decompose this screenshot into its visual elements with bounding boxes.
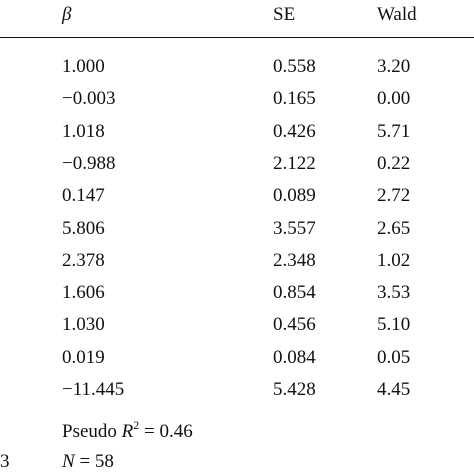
header-se: SE	[273, 4, 296, 25]
cell-wald: 0.00	[377, 88, 411, 110]
cell-wald: 0.22	[377, 152, 411, 174]
cell-se: 0.456	[273, 314, 316, 336]
cell-beta: 1.000	[62, 56, 105, 77]
cell-wald: 2.65	[377, 217, 411, 239]
cutoff-character: 3	[0, 451, 10, 472]
cell-se: 0.426	[273, 120, 316, 142]
cell-se: 2.122	[273, 152, 316, 174]
cell-beta: 0.019	[62, 346, 105, 368]
header-wald: Wald	[377, 4, 417, 25]
cell-beta: 1.606	[62, 282, 105, 304]
n-letter: N	[62, 451, 75, 472]
table-row: −0.003 0.165 0.00	[0, 88, 474, 110]
cell-beta: −0.003	[62, 88, 116, 110]
cell-se: 0.089	[273, 185, 316, 207]
cell-se: 3.557	[273, 217, 316, 239]
cell-beta: 1.018	[62, 120, 105, 142]
table-row: 5.806 3.557 2.65	[0, 218, 474, 240]
cell-beta: 0.147	[62, 185, 105, 207]
table-row: 1.606 0.854 3.53	[0, 282, 474, 304]
pseudo-r2-value: = 0.46	[139, 421, 193, 442]
cell-se: 5.428	[273, 379, 316, 400]
cell-wald: 0.05	[377, 346, 411, 368]
cell-se: 0.084	[273, 346, 316, 368]
cell-beta: 1.030	[62, 314, 105, 336]
table-row: −11.445 5.428 4.45	[0, 379, 474, 401]
table-row: 1.000 0.558 3.20	[0, 56, 474, 78]
table-row: −0.988 2.122 0.22	[0, 153, 474, 175]
cell-wald: 1.02	[377, 249, 411, 271]
cell-wald: 5.71	[377, 120, 411, 142]
cell-se: 2.348	[273, 249, 316, 271]
cell-se: 0.165	[273, 88, 316, 110]
header-rule	[0, 37, 474, 38]
cell-beta: 5.806	[62, 217, 105, 239]
pseudo-r2-line: Pseudo R2 = 0.46	[62, 418, 193, 443]
cell-beta: 2.378	[62, 249, 105, 271]
pseudo-r-superscript: 2	[133, 418, 140, 432]
cell-beta: −0.988	[62, 152, 116, 174]
header-beta: β	[62, 4, 72, 25]
table-row: 2.378 2.348 1.02	[0, 250, 474, 272]
cell-wald: 3.20	[377, 56, 411, 77]
n-line: N = 58	[62, 451, 114, 473]
cell-wald: 2.72	[377, 185, 411, 207]
cell-se: 0.854	[273, 282, 316, 304]
n-value: = 58	[74, 451, 114, 472]
table-row: 1.030 0.456 5.10	[0, 314, 474, 336]
cell-beta: −11.445	[62, 379, 125, 400]
table-row: 1.018 0.426 5.71	[0, 121, 474, 143]
cell-wald: 5.10	[377, 314, 411, 336]
table-row: 0.019 0.084 0.05	[0, 347, 474, 369]
cell-se: 0.558	[273, 56, 316, 77]
pseudo-prefix: Pseudo	[62, 421, 122, 442]
cell-wald: 3.53	[377, 282, 411, 304]
pseudo-r-letter: R	[121, 421, 134, 442]
cell-wald: 4.45	[377, 379, 411, 400]
table-row: 0.147 0.089 2.72	[0, 185, 474, 207]
